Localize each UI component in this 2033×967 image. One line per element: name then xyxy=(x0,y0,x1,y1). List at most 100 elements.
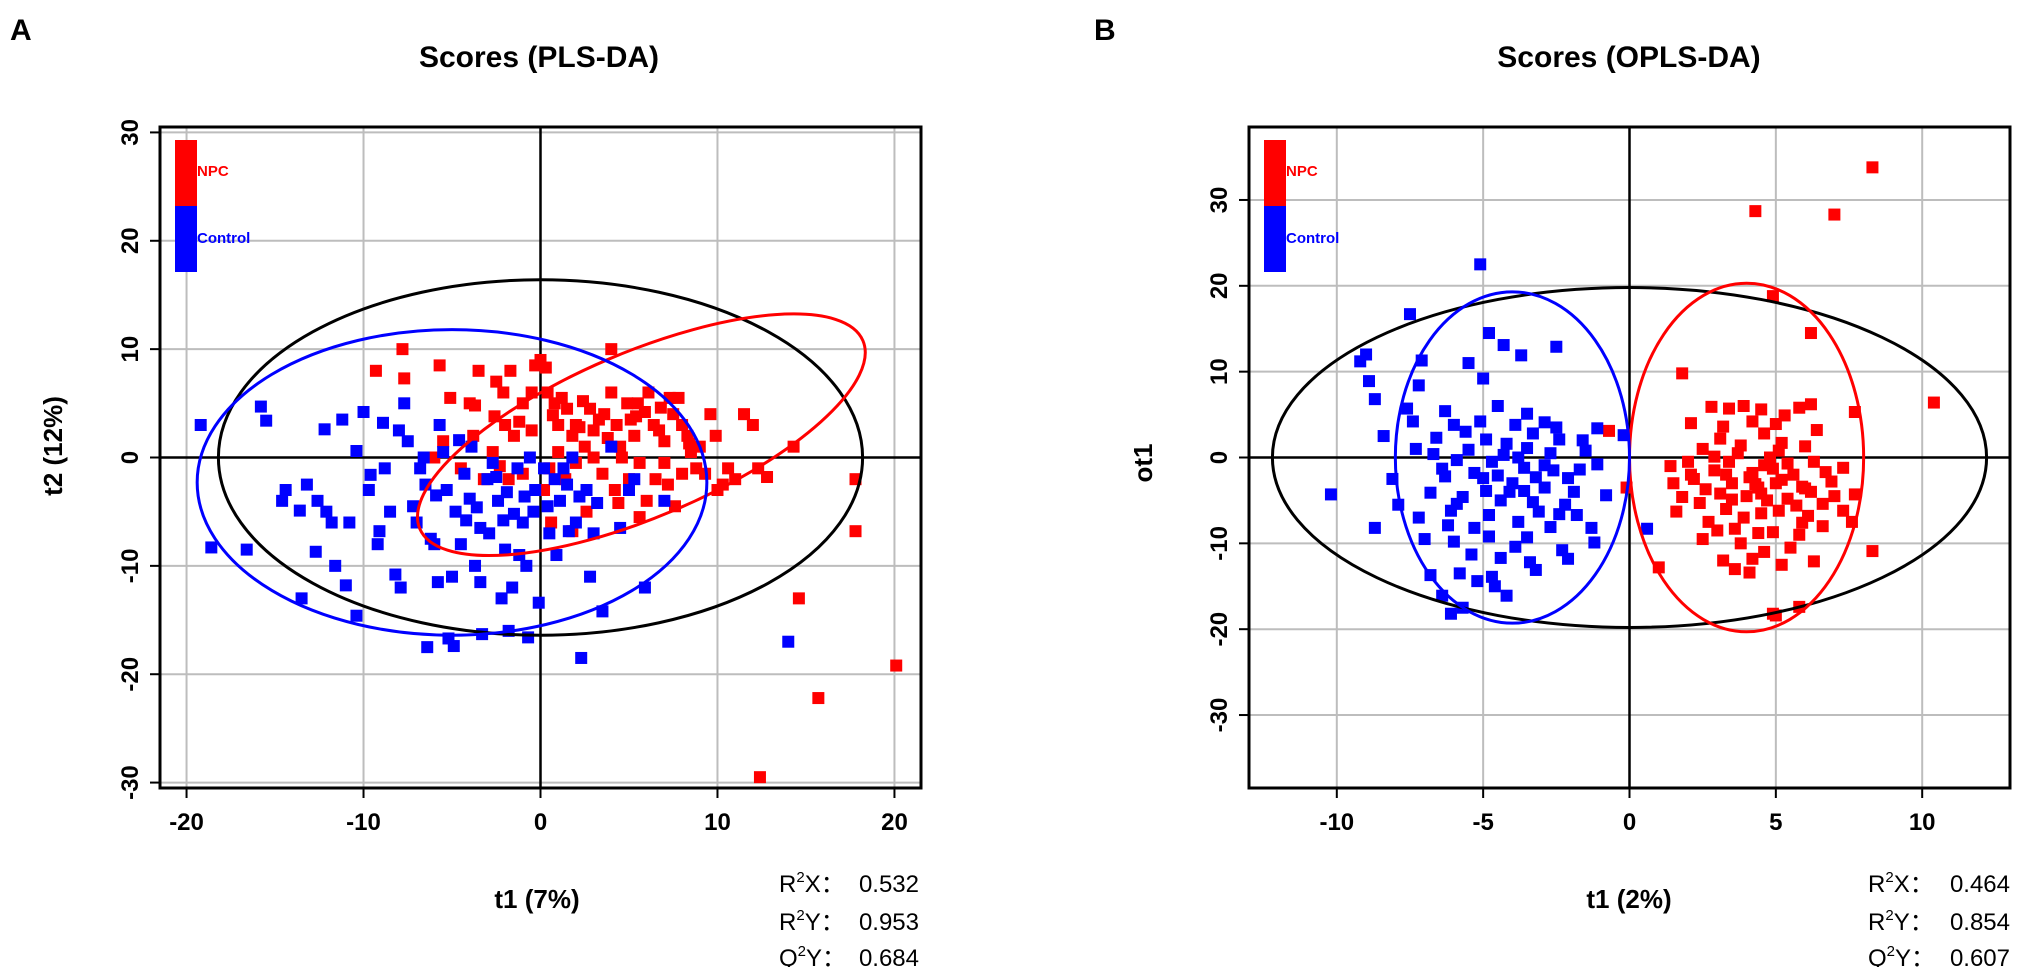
point-control xyxy=(474,576,487,589)
point-npc xyxy=(630,410,643,423)
control-ellipse xyxy=(195,328,709,637)
point-control xyxy=(1521,442,1534,455)
stat-r2x-value: 0.532 xyxy=(859,871,919,898)
point-npc xyxy=(1746,415,1759,428)
panel-a: A Scores (PLS-DA) t1 (7%) t2 (12%) R2X： … xyxy=(10,14,923,967)
point-control xyxy=(1483,327,1496,340)
point-control xyxy=(1497,448,1510,461)
point-control xyxy=(1538,459,1551,472)
point-control xyxy=(339,579,352,592)
stat-q2y: Q2Y： xyxy=(779,943,846,967)
point-control xyxy=(458,467,471,480)
chart-title: Scores (OPLS-DA) xyxy=(1497,41,1760,74)
point-npc xyxy=(653,424,666,437)
point-control xyxy=(1324,488,1337,501)
point-control xyxy=(1550,340,1563,353)
point-control xyxy=(440,484,453,497)
point-npc xyxy=(1708,450,1721,463)
point-control xyxy=(453,434,466,447)
legend-label-control: Control xyxy=(197,230,250,247)
point-control xyxy=(254,400,267,413)
point-control xyxy=(350,444,363,457)
overall-ellipse xyxy=(216,278,865,637)
point-npc xyxy=(1804,398,1817,411)
point-npc xyxy=(1825,475,1838,488)
point-npc xyxy=(1711,524,1724,537)
point-control xyxy=(1360,348,1373,361)
point-control xyxy=(1544,447,1557,460)
point-npc xyxy=(1755,487,1768,500)
point-control xyxy=(1459,425,1472,438)
point-control xyxy=(1559,498,1572,511)
stat-r2y-value: 0.953 xyxy=(859,909,919,936)
point-npc xyxy=(1807,555,1820,568)
point-npc xyxy=(761,471,774,484)
point-control xyxy=(529,484,542,497)
point-npc xyxy=(1699,483,1712,496)
point-npc xyxy=(722,462,735,475)
point-control xyxy=(1588,536,1601,549)
point-control xyxy=(1363,375,1376,388)
point-control xyxy=(1503,485,1516,498)
stat-r2x: R2X： xyxy=(779,869,845,898)
point-npc xyxy=(486,446,499,459)
point-control xyxy=(1491,399,1504,412)
point-npc xyxy=(1696,442,1709,455)
point-npc xyxy=(525,424,538,437)
legend: NPC Control xyxy=(1264,140,1339,272)
point-control xyxy=(320,505,333,518)
series-control xyxy=(1324,258,1654,620)
point-control xyxy=(454,538,467,551)
point-control xyxy=(483,527,496,540)
point-control xyxy=(1485,570,1498,583)
point-npc xyxy=(1828,208,1841,221)
point-control xyxy=(309,545,322,558)
stat-r2y: R2Y： xyxy=(779,907,845,936)
point-control xyxy=(1553,433,1566,446)
point-control xyxy=(398,397,411,410)
point-npc xyxy=(539,361,552,374)
point-control xyxy=(1430,431,1443,444)
point-control xyxy=(394,581,407,594)
point-npc xyxy=(578,440,591,453)
point-control xyxy=(446,570,459,583)
point-control xyxy=(1500,437,1513,450)
point-npc xyxy=(1743,566,1756,579)
point-npc xyxy=(587,424,600,437)
legend-swatch-npc xyxy=(175,140,197,206)
point-control xyxy=(1521,531,1534,544)
point-npc xyxy=(1734,537,1747,550)
point-npc xyxy=(1766,526,1779,539)
panel-label: B xyxy=(1094,14,1116,47)
point-npc xyxy=(1667,477,1680,490)
x-tick-label: -10 xyxy=(1319,809,1354,836)
point-npc xyxy=(709,429,722,442)
point-npc xyxy=(605,343,618,356)
x-tick-label: -20 xyxy=(169,809,204,836)
point-npc xyxy=(1684,468,1697,481)
point-control xyxy=(362,484,375,497)
point-control xyxy=(622,484,635,497)
point-control xyxy=(430,489,443,502)
y-axis-label: ot1 xyxy=(1128,444,1158,483)
point-npc xyxy=(1676,490,1689,503)
point-control xyxy=(414,462,427,475)
point-npc xyxy=(1734,439,1747,452)
point-control xyxy=(1488,580,1501,593)
point-control xyxy=(497,514,510,527)
stat-q2y-value: 0.607 xyxy=(1950,945,2010,967)
point-control xyxy=(1468,521,1481,534)
point-control xyxy=(527,505,540,518)
overall-ellipse xyxy=(1270,286,1989,629)
point-control xyxy=(293,504,306,517)
x-axis-label: t1 (7%) xyxy=(494,884,579,914)
point-control xyxy=(1509,540,1522,553)
point-npc xyxy=(654,401,667,414)
point-npc xyxy=(1676,367,1689,380)
point-control xyxy=(384,505,397,518)
point-control xyxy=(1368,393,1381,406)
point-npc xyxy=(612,497,625,510)
point-npc xyxy=(683,437,696,450)
point-control xyxy=(392,424,405,437)
